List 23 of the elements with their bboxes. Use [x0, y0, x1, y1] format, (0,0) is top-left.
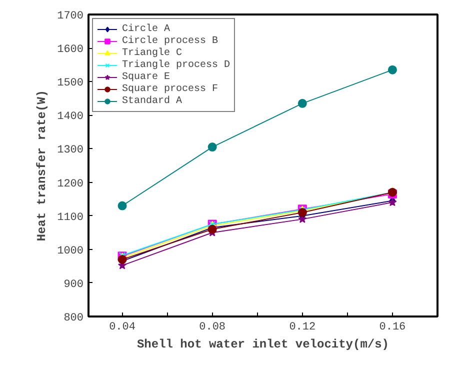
legend-label: Square process F — [122, 83, 218, 95]
y-tick-label: 900 — [64, 278, 84, 291]
legend-label: Circle A — [122, 23, 170, 35]
legend-label: Triangle process D — [122, 59, 230, 71]
x-tick-label: 0.16 — [379, 322, 406, 334]
y-tick-label: 1700 — [57, 10, 84, 22]
y-tick-label: 1200 — [57, 178, 84, 190]
y-tick-label: 1600 — [57, 44, 84, 56]
legend-label: Standard A — [122, 95, 182, 107]
x-axis-title: Shell hot water inlet velocity(m/s) — [136, 338, 390, 352]
x-tick-label: 0.08 — [199, 322, 226, 334]
y-axis-title: Heat transfer rate(W) — [35, 90, 50, 242]
y-tick-label: 800 — [64, 312, 84, 324]
x-tick-label: 0.04 — [109, 322, 136, 334]
y-tick-label: 1500 — [57, 78, 84, 90]
legend-label: Triangle C — [122, 47, 182, 59]
legend-label: Square E — [122, 71, 170, 83]
y-tick-label: 1000 — [57, 245, 84, 258]
y-tick-label: 1100 — [57, 212, 84, 224]
y-tick-label: 1300 — [57, 144, 84, 157]
y-tick-label: 1400 — [57, 111, 84, 124]
x-tick-label: 0.12 — [289, 322, 316, 334]
legend-label: Circle process B — [122, 35, 218, 47]
